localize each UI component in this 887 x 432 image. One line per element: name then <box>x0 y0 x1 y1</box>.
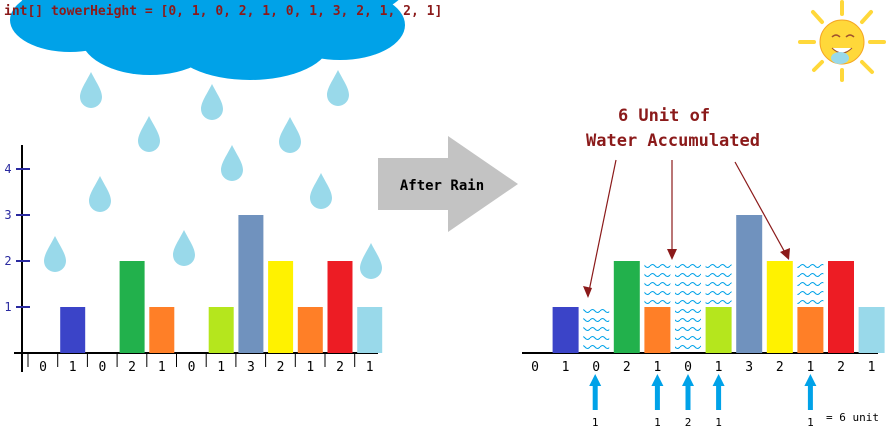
raindrop <box>221 145 243 181</box>
annotation-line2: Water Accumulated <box>586 131 760 151</box>
bar <box>357 307 383 353</box>
x-tick-label: 2 <box>837 360 845 375</box>
x-tick-label: 1 <box>306 360 314 375</box>
x-tick-label: 2 <box>776 360 784 375</box>
total-label: = 6 unit <box>826 411 879 424</box>
x-tick-label: 1 <box>806 360 814 375</box>
x-tick-label: 0 <box>592 360 600 375</box>
x-tick-label: 1 <box>366 360 374 375</box>
x-tick-label: 1 <box>715 360 723 375</box>
raindrop <box>173 230 195 266</box>
raindrop <box>310 173 332 209</box>
x-tick-label: 0 <box>39 360 47 375</box>
raindrop <box>201 84 223 120</box>
water-unit-label: 1 <box>654 416 661 429</box>
left-chart: 1 2 3 4 0 1 0 2 1 0 1 3 2 1 2 1 <box>4 145 383 375</box>
raindrop <box>44 236 66 272</box>
bar <box>797 307 824 353</box>
annotation-line1: 6 Unit of <box>618 106 710 126</box>
x-tick-label: 2 <box>336 360 344 375</box>
bar <box>268 261 294 353</box>
x-tick-label: 0 <box>684 360 692 375</box>
bar <box>60 307 86 353</box>
bar <box>149 307 175 353</box>
raindrop <box>360 243 382 279</box>
x-tick-label: 2 <box>623 360 631 375</box>
x-tick-label: 0 <box>531 360 539 375</box>
bar <box>327 261 353 353</box>
bar <box>766 261 793 353</box>
annotation: 6 Unit of Water Accumulated <box>583 106 790 298</box>
bar <box>613 261 640 353</box>
raindrops <box>44 70 382 279</box>
water-unit-arrows: 1 1 2 1 1 <box>589 374 817 429</box>
x-tick-label: 2 <box>128 360 136 375</box>
x-tick-label: 0 <box>98 360 106 375</box>
bar <box>119 261 145 353</box>
arrow-label: After Rain <box>400 178 484 194</box>
bar <box>297 307 323 353</box>
x-tick-label: 3 <box>247 360 255 375</box>
water-unit-label: 1 <box>807 416 814 429</box>
x-tick-label: 1 <box>69 360 77 375</box>
water-unit-label: 1 <box>592 416 599 429</box>
sun-icon <box>798 0 886 82</box>
x-tick-label: 2 <box>277 360 285 375</box>
water-fill <box>705 261 732 307</box>
x-tick-label: 0 <box>188 360 196 375</box>
bar <box>705 307 732 353</box>
water-fill <box>644 261 671 307</box>
after-rain-arrow: After Rain <box>378 136 518 232</box>
bar <box>736 215 763 353</box>
y-tick-label: 4 <box>4 162 11 176</box>
bar <box>858 307 885 353</box>
water-unit-arrow: 1 <box>804 374 817 429</box>
bar <box>644 307 671 353</box>
raindrop <box>327 70 349 106</box>
y-tick-label: 3 <box>4 208 11 222</box>
bar <box>552 307 579 353</box>
x-tick-label: 1 <box>868 360 876 375</box>
y-tick-label: 2 <box>4 254 11 268</box>
water-unit-arrow: 2 <box>682 374 694 429</box>
bar <box>208 307 234 353</box>
y-tick-label: 1 <box>4 300 11 314</box>
water-unit-label: 1 <box>715 416 722 429</box>
water-unit-label: 2 <box>685 416 692 429</box>
bar <box>238 215 264 353</box>
cloud <box>10 0 405 80</box>
x-tick-label: 1 <box>653 360 661 375</box>
raindrop <box>89 176 111 212</box>
water-fill <box>675 261 701 353</box>
water-fill <box>797 261 824 307</box>
water-unit-arrow: 1 <box>712 374 725 429</box>
bar <box>828 261 854 353</box>
raindrop <box>138 116 160 152</box>
raindrop <box>80 72 102 108</box>
code-line: int[] towerHeight = [0, 1, 0, 2, 1, 0, 1… <box>4 4 442 19</box>
water-unit-arrow: 1 <box>589 374 602 429</box>
x-tick-label: 3 <box>745 360 753 375</box>
x-tick-label: 1 <box>158 360 166 375</box>
water-unit-arrow: 1 <box>651 374 664 429</box>
x-tick-label: 1 <box>562 360 570 375</box>
x-tick-label: 1 <box>217 360 225 375</box>
raindrop <box>279 117 301 153</box>
water-fill <box>583 307 610 353</box>
